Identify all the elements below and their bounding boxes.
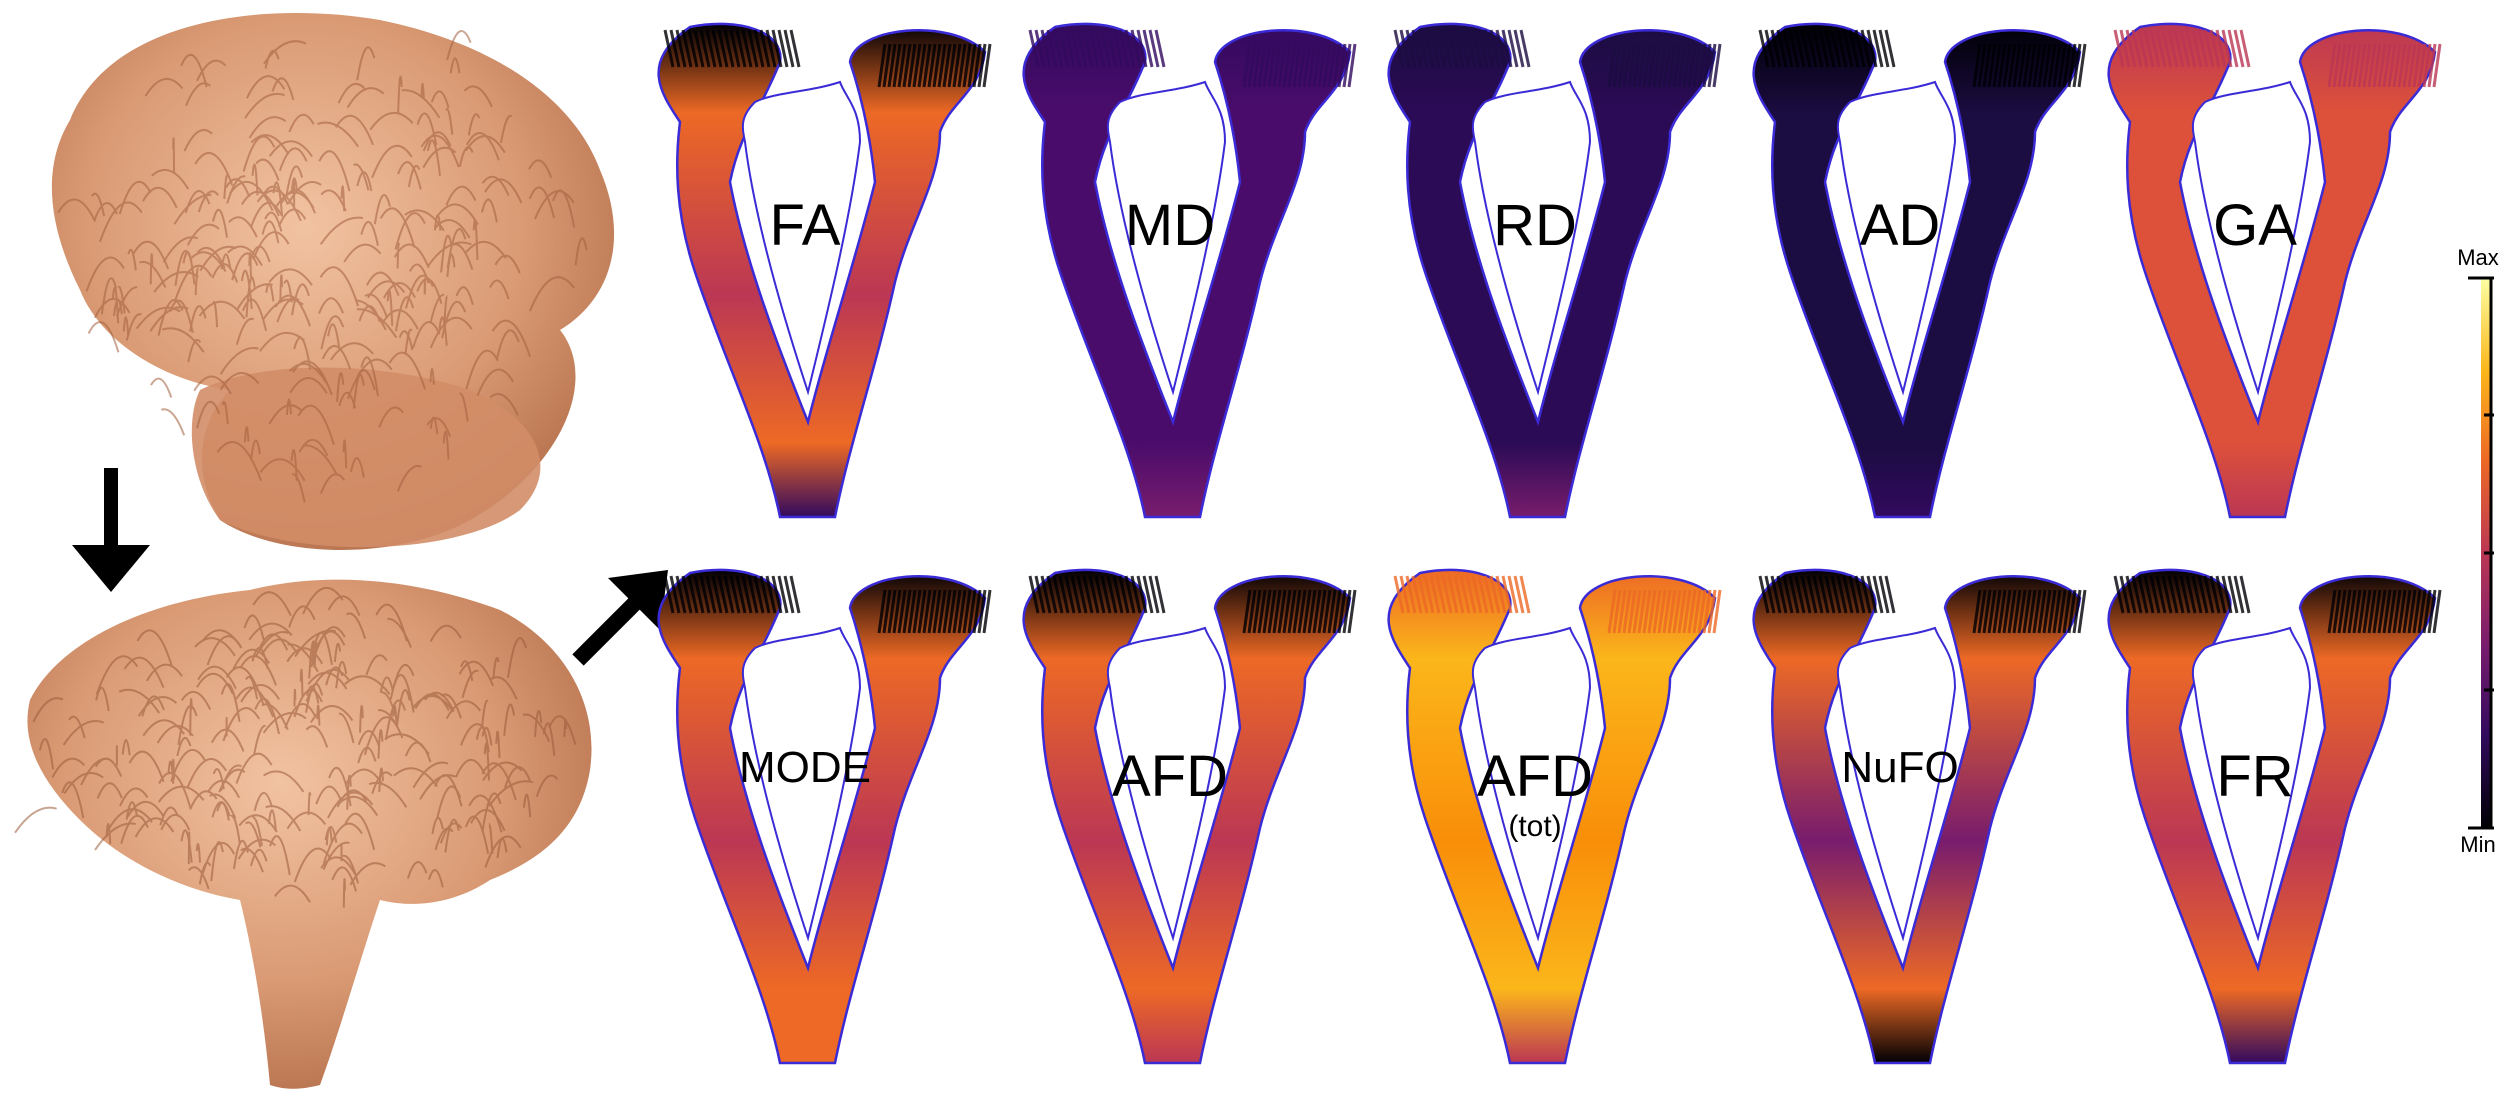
bundle-panel-ad: [1752, 22, 2087, 519]
bundle-panel-afdtot: [1387, 568, 1722, 1065]
panel-label-afdtot: AFD: [1477, 744, 1593, 809]
panel-label-fr: FR: [2216, 744, 2294, 809]
bundle-gap: [1471, 80, 1592, 396]
bundle-gap: [1106, 80, 1227, 396]
filtered-bundles-tractogram: [14, 579, 592, 1089]
bundle-panels: [657, 22, 2442, 1065]
panel-label-rd: RD: [1493, 193, 1577, 258]
down-arrow-icon: [72, 468, 150, 592]
bundle-gap: [2191, 626, 2312, 942]
panel-label-ga: GA: [2213, 193, 2297, 258]
panel-label-md: MD: [1124, 193, 1216, 258]
bundle-gap: [1836, 80, 1957, 396]
bundle-gap: [1471, 626, 1592, 942]
bundle-panel-md: [1022, 22, 1357, 519]
bundle-gap: [1836, 626, 1957, 942]
colorbar-max-label: Max: [2457, 245, 2499, 270]
colorbar: [2468, 276, 2494, 830]
panel-label-afd: AFD: [1112, 744, 1228, 809]
bundle-panel-fa: [657, 22, 992, 519]
bundle-panel-nufo: [1752, 568, 2087, 1065]
bundle-panel-ga: [2107, 22, 2442, 519]
bundle-panel-fr: [2107, 568, 2442, 1065]
panel-label-ad: AD: [1859, 193, 1941, 258]
whole-brain-tractogram: [51, 13, 615, 550]
bundle-panel-afd: [1022, 568, 1357, 1065]
bundle-gap: [2191, 80, 2312, 396]
bundle-panel-mode: [657, 568, 992, 1065]
bundle-panel-rd: [1387, 22, 1722, 519]
panel-label-nufo: NuFO: [1841, 743, 1959, 792]
colorbar-min-label: Min: [2460, 832, 2496, 857]
panel-label-fa: FA: [769, 193, 841, 258]
bundle-gap: [1106, 626, 1227, 942]
bundle-gap: [741, 626, 862, 942]
bundle-gap: [741, 80, 862, 396]
up-right-arrow-icon: [572, 570, 668, 666]
panel-sublabel-afdtot: (tot): [1508, 810, 1562, 843]
panel-label-mode: MODE: [739, 743, 871, 792]
